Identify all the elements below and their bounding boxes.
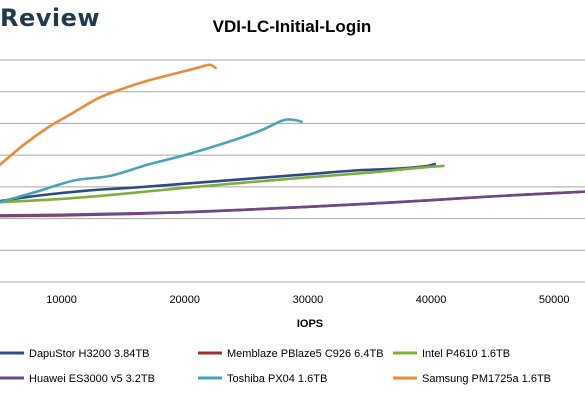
legend-label: Huawei ES3000 v5 3.2TB bbox=[29, 373, 155, 385]
gridlines bbox=[0, 59, 585, 283]
legend-item: DapuStor H3200 3.84TB bbox=[0, 348, 149, 360]
brand-logo-text: Review bbox=[0, 4, 101, 32]
legend-label: DapuStor H3200 3.84TB bbox=[29, 348, 149, 360]
legend-label: Toshiba PX04 1.6TB bbox=[227, 373, 327, 385]
x-tick-label: 20000 bbox=[169, 294, 200, 306]
series-line-4 bbox=[0, 118, 304, 204]
x-tick-label: 30000 bbox=[293, 294, 324, 306]
x-tick-label: 10000 bbox=[46, 294, 77, 306]
legend-item: Samsung PM1725a 1.6TB bbox=[393, 373, 551, 385]
x-tick-label: 40000 bbox=[416, 294, 447, 306]
legend-label: Memblaze PBlaze5 C926 6.4TB bbox=[227, 348, 384, 360]
x-axis-ticks: 10000 20000 30000 40000 50000 bbox=[46, 294, 569, 306]
legend-label: Samsung PM1725a 1.6TB bbox=[422, 373, 551, 385]
legend-item: Intel P4610 1.6TB bbox=[393, 348, 510, 360]
legend-item: Toshiba PX04 1.6TB bbox=[198, 373, 327, 385]
legend-item: Memblaze PBlaze5 C926 6.4TB bbox=[198, 348, 384, 360]
x-axis-label: IOPS bbox=[297, 318, 323, 330]
x-tick-label: 50000 bbox=[539, 294, 570, 306]
legend-label: Intel P4610 1.6TB bbox=[422, 348, 510, 360]
series-line-2 bbox=[0, 164, 445, 204]
legend-item: Huawei ES3000 v5 3.2TB bbox=[0, 373, 155, 385]
legend: DapuStor H3200 3.84TB Memblaze PBlaze5 C9… bbox=[0, 348, 551, 385]
chart-title: VDI-LC-Initial-Login bbox=[213, 17, 372, 36]
plot-area bbox=[0, 63, 585, 218]
series-line-5 bbox=[0, 63, 217, 166]
series-line-3 bbox=[0, 190, 585, 217]
